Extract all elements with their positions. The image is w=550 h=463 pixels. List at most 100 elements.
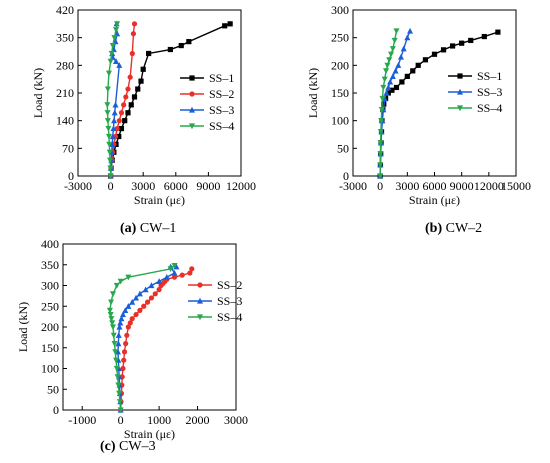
data-point — [152, 291, 158, 297]
legend-entry: SS–3 — [448, 85, 502, 99]
y-tick-label: 350 — [56, 31, 74, 45]
data-point — [378, 118, 385, 124]
series-line — [109, 23, 136, 177]
data-point — [123, 341, 129, 347]
data-point — [187, 270, 193, 276]
data-point — [116, 133, 122, 140]
series-SS–4 — [106, 262, 178, 414]
data-point — [108, 316, 115, 322]
data-point — [109, 291, 116, 297]
data-point — [113, 58, 120, 64]
legend-marker — [189, 75, 195, 81]
data-point — [124, 332, 130, 338]
data-point — [129, 316, 135, 322]
data-point — [112, 349, 119, 356]
data-point — [156, 287, 162, 293]
data-point — [115, 332, 122, 338]
data-point — [400, 45, 407, 52]
data-point — [135, 86, 141, 92]
data-point — [422, 57, 429, 63]
data-point — [119, 311, 126, 318]
data-point — [171, 274, 178, 280]
x-tick-label: 0 — [108, 179, 114, 193]
data-point — [106, 141, 113, 148]
data-point — [125, 303, 132, 309]
data-point — [407, 27, 414, 34]
series-SS–3 — [107, 20, 123, 179]
data-point — [189, 266, 195, 272]
y-tick-label: 280 — [56, 58, 74, 72]
data-point — [393, 84, 400, 91]
data-point — [121, 102, 127, 108]
data-point — [156, 278, 163, 284]
y-tick-label: 50 — [337, 141, 349, 155]
data-point — [109, 324, 116, 331]
data-point — [389, 87, 395, 93]
data-point — [393, 28, 400, 35]
legend-marker — [189, 106, 195, 113]
data-point — [116, 323, 123, 330]
x-tick-label: 1000 — [147, 413, 171, 427]
data-point — [107, 58, 114, 65]
data-point — [415, 62, 421, 68]
series-SS–4 — [104, 21, 121, 180]
y-tick-label: 300 — [331, 3, 349, 17]
y-tick-label: 400 — [41, 237, 59, 251]
x-tick-label: 3000 — [131, 179, 155, 193]
data-point — [120, 365, 126, 372]
data-point — [116, 399, 123, 405]
y-tick-label: 0 — [343, 169, 349, 183]
legend-entry: SS–4 — [448, 101, 502, 115]
data-point — [109, 133, 116, 140]
y-axis-label: Load (kN) — [306, 68, 320, 118]
data-point — [377, 151, 384, 158]
data-point — [125, 324, 131, 330]
data-point — [111, 109, 118, 116]
data-point — [378, 107, 385, 113]
data-point — [108, 50, 115, 57]
data-point — [133, 311, 139, 318]
legend-marker — [197, 297, 203, 304]
data-point — [404, 34, 411, 41]
caption-text: CW–2 — [442, 221, 482, 236]
y-tick-label: 150 — [331, 86, 349, 100]
data-point — [125, 110, 131, 116]
y-tick-label: 70 — [62, 141, 74, 155]
legend-marker — [457, 73, 463, 79]
data-point — [385, 90, 391, 96]
legend-entry: SS–3 — [180, 103, 234, 117]
data-point — [495, 29, 501, 35]
y-tick-label: 420 — [56, 3, 74, 17]
x-tick-label: 15000 — [501, 179, 531, 193]
data-point — [127, 320, 133, 326]
x-tick-label: 12000 — [474, 179, 504, 193]
y-tick-label: 200 — [41, 320, 59, 334]
y-tick-label: 0 — [68, 169, 74, 183]
data-point — [113, 27, 120, 33]
x-axis-label: Strain (με) — [124, 427, 175, 441]
data-point — [110, 125, 117, 132]
data-point — [404, 73, 410, 79]
data-point — [109, 42, 116, 49]
x-tick-label: 0 — [118, 413, 124, 427]
data-point — [410, 68, 416, 74]
data-point — [397, 53, 404, 60]
data-point — [111, 341, 118, 347]
series-line — [119, 268, 193, 411]
data-point — [383, 89, 390, 96]
data-point — [138, 78, 144, 84]
x-tick-label: 9000 — [196, 179, 220, 193]
data-point — [116, 118, 122, 124]
data-point — [113, 365, 120, 372]
data-point — [105, 133, 112, 140]
data-point — [121, 357, 127, 363]
panel-caption: (a) CW–1 — [120, 221, 176, 236]
x-tick-label: 6000 — [164, 179, 188, 193]
data-point — [114, 125, 120, 132]
data-point — [123, 94, 129, 100]
data-point — [111, 35, 118, 41]
chart-panel-3: -1000 0 1000 2000 3000 0 50 100 150 200 250 300 350 4… — [16, 237, 248, 454]
data-point — [118, 125, 125, 132]
legend-label: SS–1 — [477, 69, 502, 83]
data-point — [377, 129, 384, 135]
